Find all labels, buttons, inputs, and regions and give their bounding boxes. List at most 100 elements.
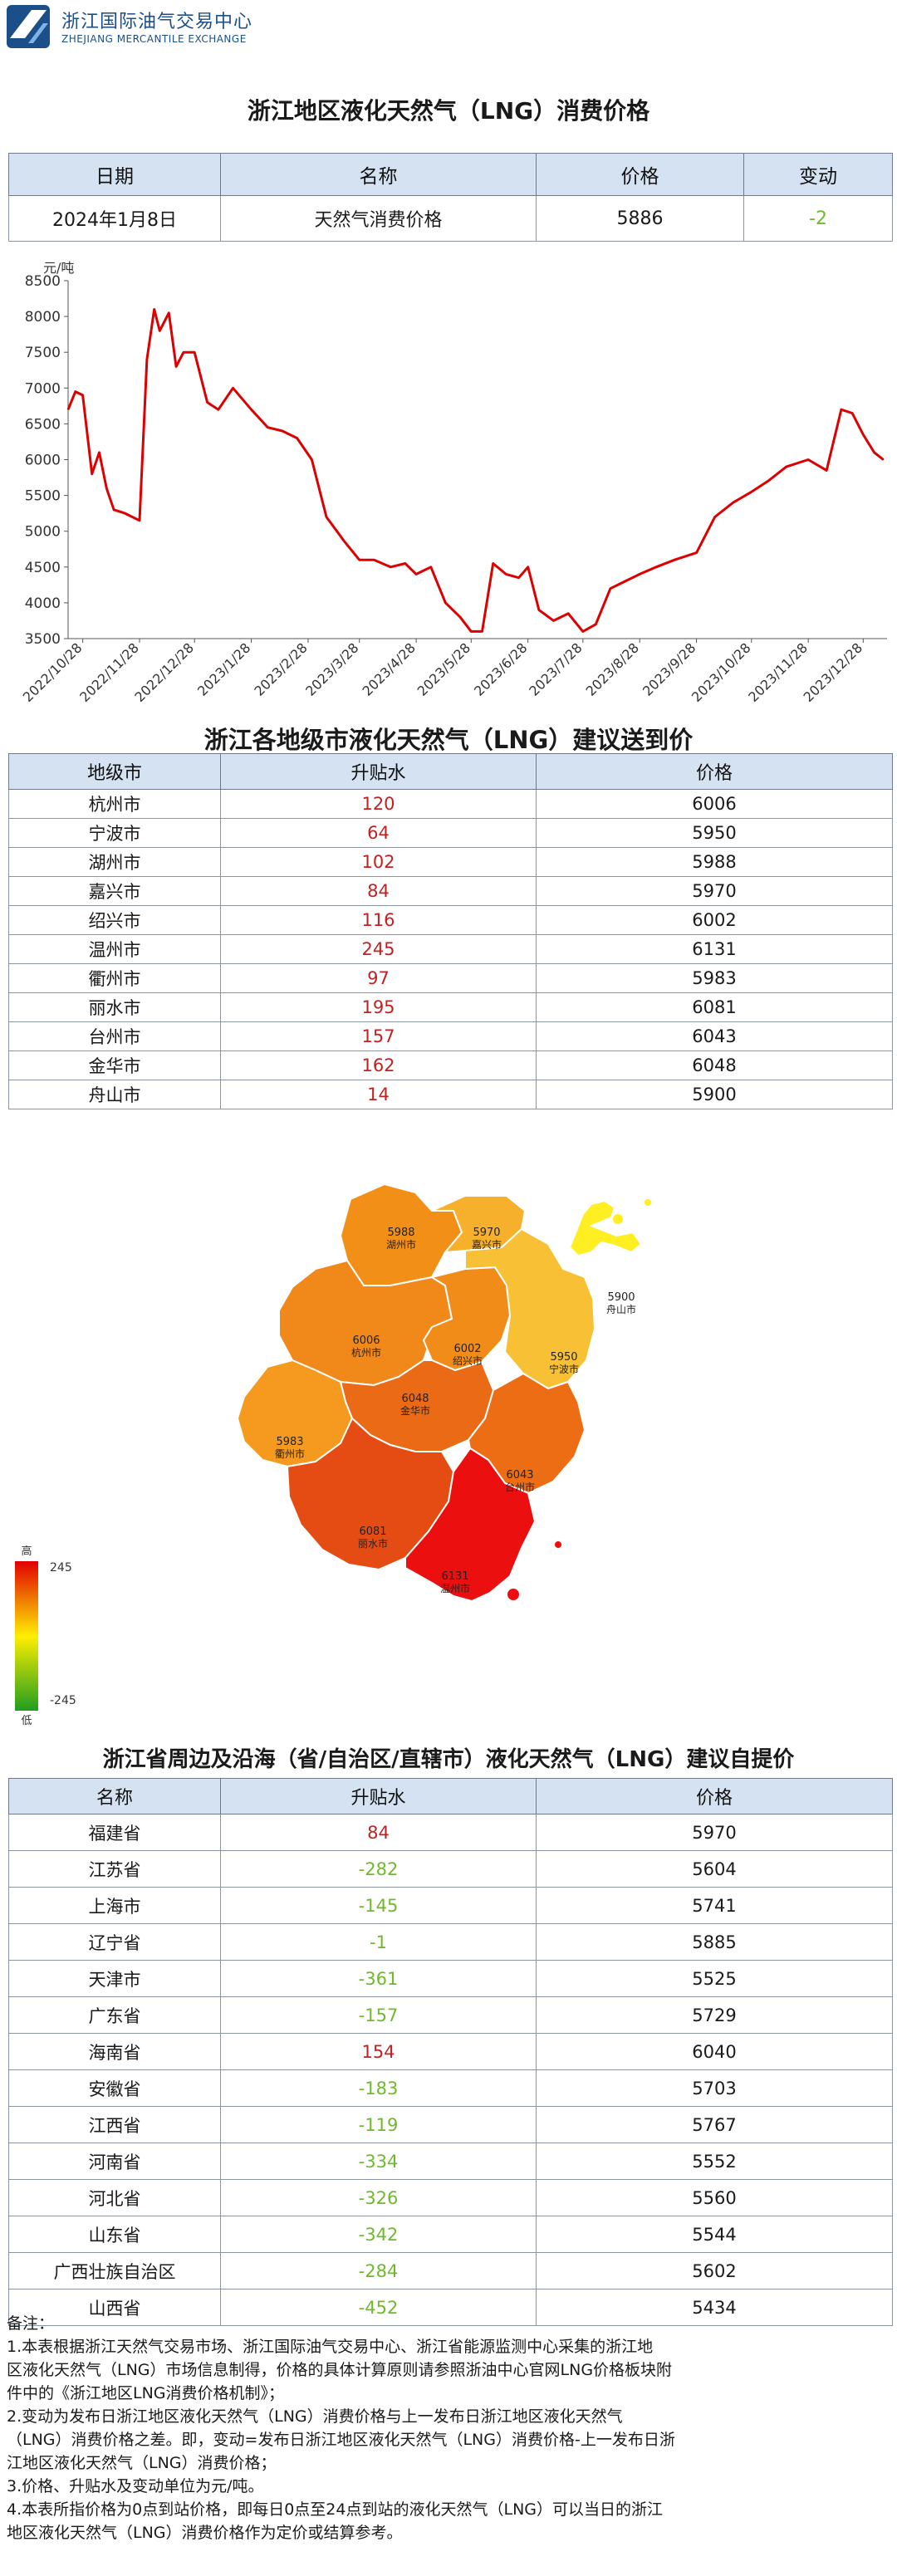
data-point <box>404 562 406 565</box>
data-point <box>595 624 597 625</box>
row-name: 金华市 <box>8 1050 221 1080</box>
data-point <box>538 609 540 611</box>
column-header: 变动 <box>743 153 893 196</box>
data-point <box>373 559 375 561</box>
column-header: 价格 <box>536 153 744 196</box>
row-name: 辽宁省 <box>8 1923 221 1961</box>
data-point <box>326 516 327 518</box>
row-premium: 84 <box>220 1814 537 1851</box>
price-title: 浙江地区液化天然气（LNG）消费价格 <box>247 97 650 125</box>
data-point <box>81 394 84 396</box>
map-region-name: 温州市 <box>440 1582 470 1594</box>
map-region-price: 5988 <box>387 1227 414 1239</box>
data-point <box>175 365 177 368</box>
brand-name: 浙江国际油气交易中心 <box>61 12 253 32</box>
column-header: 价格 <box>536 753 893 790</box>
notes: 备注： 1.本表根据浙江天然气交易市场、浙江国际油气交易中心、浙江省能源监测中心… <box>7 2312 890 2544</box>
data-point <box>767 480 769 482</box>
map-region-price: 5900 <box>607 1291 635 1304</box>
price-date: 2024年1月8日 <box>8 195 221 242</box>
row-price: 5602 <box>536 2252 893 2290</box>
row-name: 福建省 <box>8 1814 221 1851</box>
row-name: 丽水市 <box>8 992 221 1022</box>
data-point <box>527 566 529 568</box>
data-point <box>430 566 432 568</box>
x-tick-label: 2023/9/28 <box>640 639 698 698</box>
legend-min-value: -245 <box>50 1694 76 1707</box>
price-name: 天然气消费价格 <box>220 195 537 242</box>
price-change: -2 <box>743 195 893 242</box>
map-region-price: 6002 <box>453 1343 481 1355</box>
table-row: 宁波市 64 5950 <box>8 818 893 848</box>
city-table: 地级市 升贴水 价格 杭州市 120 6006 宁波市 64 5950 湖州市 102 5988… <box>8 753 893 1109</box>
data-point <box>390 566 392 568</box>
x-tick-label: 2023/12/28 <box>801 639 866 705</box>
map-region-name: 金华市 <box>400 1404 430 1417</box>
data-point <box>124 512 126 514</box>
map-region-name: 丽水市 <box>358 1537 388 1550</box>
legend-low-label: 低 <box>21 1715 32 1726</box>
row-name: 江西省 <box>8 2106 221 2143</box>
y-tick-label: 6500 <box>25 416 61 433</box>
city-title: 浙江各地级市液化天然气（LNG）建议送到价 <box>203 726 694 754</box>
price-line-chart: 元/吨 3500 4000 4500 5000 5500 6000 6500 7000 7500 8… <box>20 260 887 705</box>
x-tick-label: 2023/6/28 <box>471 639 530 698</box>
data-point <box>732 502 734 503</box>
y-tick-label: 4000 <box>25 595 61 612</box>
table-row: 台州市 157 6043 <box>8 1021 893 1051</box>
row-price: 5552 <box>536 2143 893 2180</box>
row-name: 河北省 <box>8 2179 221 2216</box>
legend-gradient-bar <box>15 1561 38 1711</box>
table-row: 上海市 -145 5741 <box>8 1887 893 1924</box>
data-point <box>267 426 269 429</box>
data-point <box>695 551 698 554</box>
table-header-row: 名称 升贴水 价格 <box>8 1778 893 1814</box>
table-row: 2024年1月8日 天然气消费价格 5886 -2 <box>8 195 893 242</box>
table-row: 金华市 162 6048 <box>8 1050 893 1080</box>
y-tick-label: 7000 <box>25 380 61 397</box>
data-point <box>218 409 219 410</box>
map-region-price: 6043 <box>506 1469 533 1481</box>
table-row: 杭州市 120 6006 <box>8 789 893 819</box>
data-point <box>552 620 555 622</box>
row-price: 5434 <box>536 2289 893 2326</box>
table-header-row: 地级市 升贴水 价格 <box>8 753 893 790</box>
row-name: 天津市 <box>8 1960 221 1997</box>
row-price: 5703 <box>536 2069 893 2107</box>
data-point <box>517 576 520 579</box>
data-point <box>655 566 657 568</box>
table-row: 温州市 245 6131 <box>8 934 893 964</box>
data-point <box>206 401 208 404</box>
table-row: 舟山市 14 5900 <box>8 1080 893 1109</box>
map-region-price: 6081 <box>359 1526 386 1538</box>
row-price: 6006 <box>536 789 893 819</box>
x-tick-label: 2023/4/28 <box>359 639 418 698</box>
row-premium: -361 <box>220 1960 537 1997</box>
y-tick-label: 5500 <box>25 488 61 505</box>
x-tick-label: 2022/10/28 <box>20 639 86 705</box>
data-point <box>415 573 417 575</box>
data-point <box>139 520 140 522</box>
column-header: 升贴水 <box>220 1778 537 1814</box>
row-name: 海南省 <box>8 2033 221 2070</box>
row-name: 安徽省 <box>8 2069 221 2107</box>
row-price: 6040 <box>536 2033 893 2070</box>
data-point <box>807 458 809 461</box>
row-premium: -1 <box>220 1923 537 1961</box>
note-line: 3.价格、升贴水及变动单位为元/吨。 <box>7 2477 264 2495</box>
legend-high-label: 高 <box>21 1545 32 1558</box>
row-premium: -342 <box>220 2216 537 2253</box>
y-tick-label: 8000 <box>25 309 61 326</box>
row-name: 台州市 <box>8 1021 221 1051</box>
row-name: 宁波市 <box>8 818 221 848</box>
note-line: 2.变动为发布日浙江地区液化天然气（LNG）消费价格与上一发布日浙江地区液化天然… <box>7 2407 623 2426</box>
data-point <box>624 580 626 582</box>
map-region <box>568 1199 643 1257</box>
data-point <box>826 469 827 472</box>
row-price: 5741 <box>536 1887 893 1924</box>
note-line: 区液化天然气（LNG）市场信息制得，价格的具体计算原则请参照浙油中心官网LNG价… <box>7 2361 673 2379</box>
data-point <box>674 559 675 561</box>
row-name: 嘉兴市 <box>8 876 221 906</box>
map-island <box>507 1589 519 1600</box>
row-price: 6043 <box>536 1021 893 1051</box>
